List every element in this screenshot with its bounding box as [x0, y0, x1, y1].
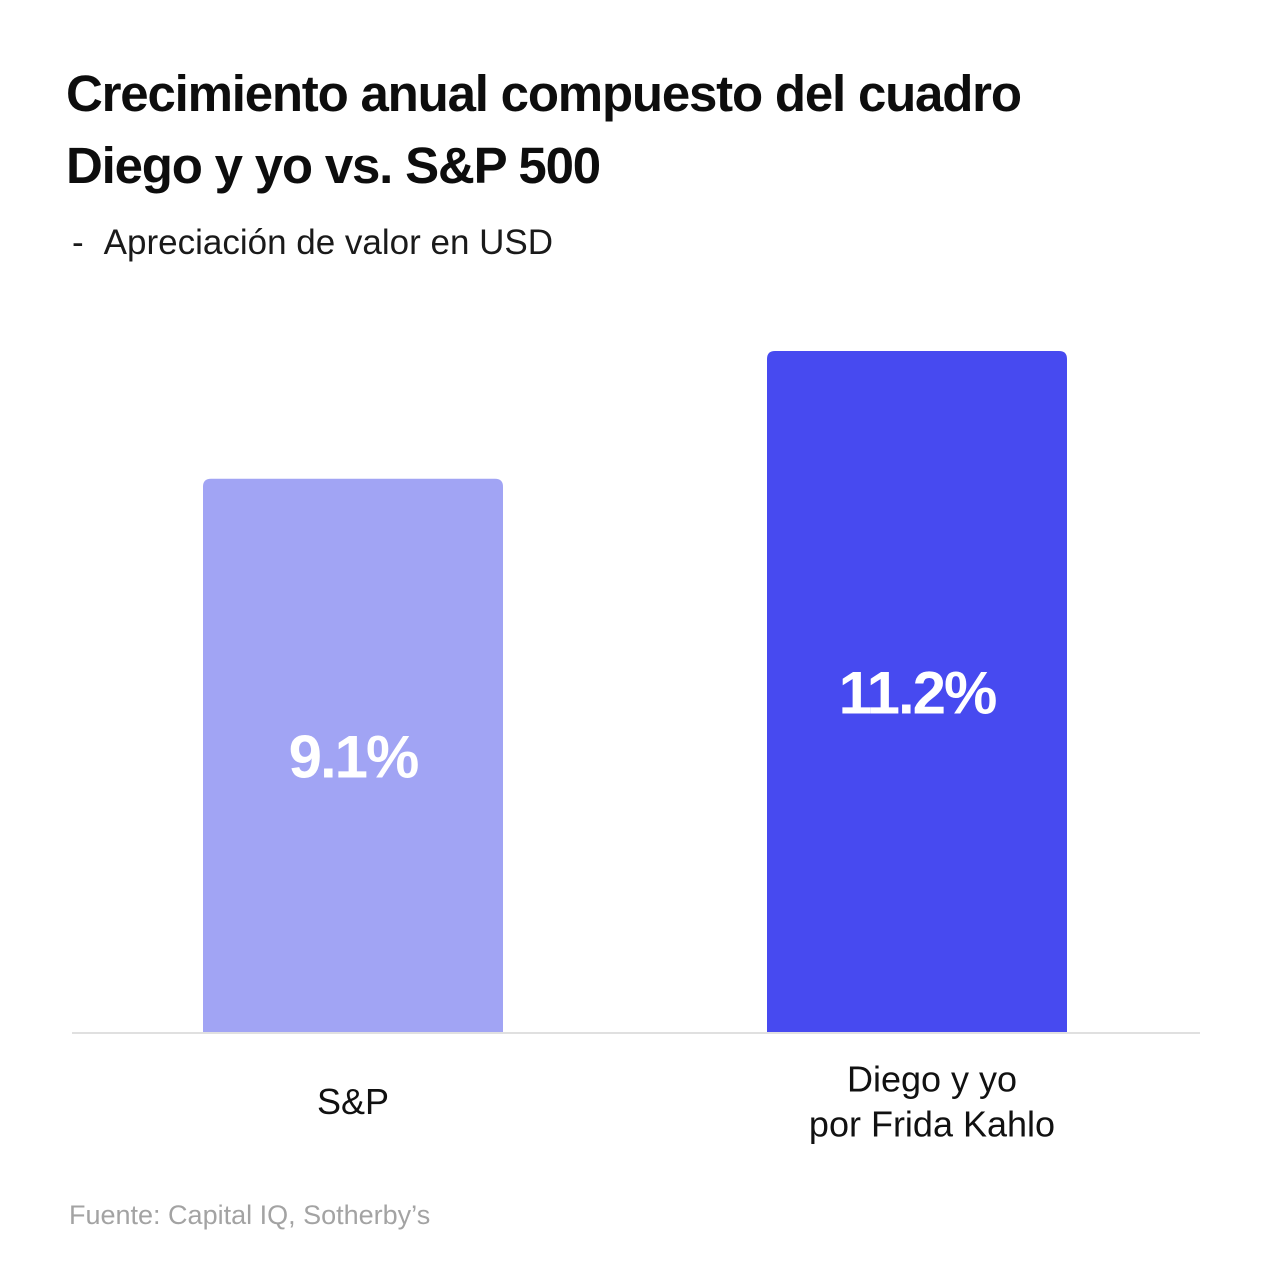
category-label-1-line-1: S&P [317, 1081, 389, 1122]
category-label-2-line-1: Diego y yo [847, 1059, 1017, 1100]
category-label-2-line-2: por Frida Kahlo [809, 1104, 1055, 1145]
chart-title-line-1: Crecimiento anual compuesto del cuadro [66, 65, 1022, 122]
chart-title: Crecimiento anual compuesto del cuadro D… [66, 58, 1216, 202]
bar-value-label-1: 9.1% [289, 723, 418, 790]
bar-1 [203, 478, 503, 1032]
bar-2 [767, 351, 1067, 1032]
chart-subtitle: - Apreciación de valor en USD [72, 220, 553, 266]
source-note: Fuente: Capital IQ, Sotherby’s [69, 1200, 431, 1230]
bar-value-label-2: 11.2% [839, 660, 996, 727]
chart-title-line-2: Diego y yo vs. S&P 500 [66, 137, 601, 194]
subtitle-dash: - [72, 223, 84, 262]
subtitle-text: Apreciación de valor en USD [103, 223, 554, 262]
